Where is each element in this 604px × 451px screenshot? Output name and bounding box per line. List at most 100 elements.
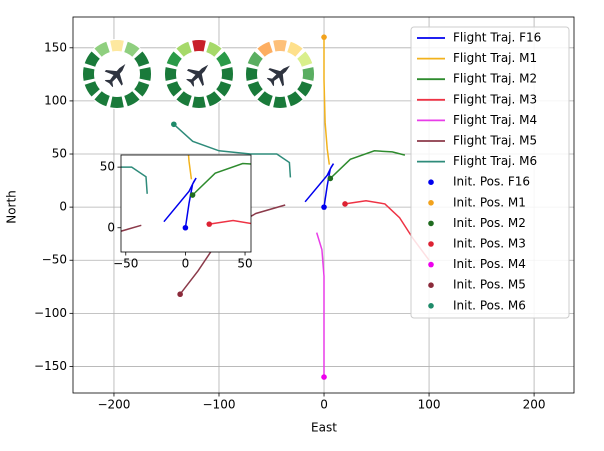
- trajectory-line: [163, 177, 197, 228]
- legend-marker: [428, 220, 434, 227]
- gauge-segment: [176, 91, 192, 107]
- gauge-segment: [273, 40, 287, 52]
- x-tick-label: 0: [320, 398, 328, 412]
- init-position: [206, 221, 213, 227]
- legend-label: Init. Pos. M5: [453, 278, 526, 292]
- gauge-segment: [165, 67, 177, 81]
- axes-frame: [72, 16, 575, 394]
- y-tick-label: 0: [59, 200, 67, 214]
- trajectory-line: [315, 232, 325, 378]
- gauge-segment: [124, 91, 140, 107]
- gauge-segment: [246, 67, 258, 81]
- y-tick-label: 100: [44, 93, 67, 107]
- y-tick-label: −50: [42, 253, 67, 267]
- x-tick-label: −50: [113, 257, 138, 271]
- init-position: [321, 34, 327, 40]
- gauge-segment: [192, 39, 206, 52]
- gauge-segment: [273, 96, 287, 108]
- gauge-segment: [216, 51, 232, 67]
- legend-label: Init. Pos. M6: [453, 298, 526, 312]
- legend-marker: [428, 179, 434, 185]
- legend-marker: [428, 261, 434, 268]
- legend-label: Flight Traj. M6: [453, 154, 537, 168]
- legend-label: Flight Traj. M3: [453, 92, 537, 106]
- y-tick-label: 50: [100, 160, 115, 174]
- gauge-segment: [166, 81, 182, 97]
- init-position: [182, 224, 189, 231]
- init-position: [189, 192, 196, 198]
- gauge-segment: [287, 41, 303, 57]
- x-tick-label: −100: [203, 398, 236, 412]
- gauge-segment: [257, 91, 273, 107]
- trajectory-line: [323, 37, 331, 165]
- init-position: [171, 121, 177, 128]
- y-tick-label: 0: [107, 220, 115, 234]
- trajectory-line: [304, 163, 335, 208]
- plot-area: [121, 155, 251, 252]
- y-axis-label: North: [5, 190, 19, 224]
- legend-label: Init. Pos. F16: [453, 175, 530, 189]
- init-position: [177, 291, 183, 298]
- gauge-segment: [166, 51, 182, 67]
- trajectory-line: [187, 155, 193, 180]
- trajectory-line: [173, 123, 292, 178]
- gauge-segment: [110, 96, 124, 108]
- legend-label: Init. Pos. M1: [453, 195, 526, 209]
- trajectory-line: [192, 162, 251, 196]
- gauge-segment: [297, 51, 313, 67]
- x-axis-label: East: [311, 421, 337, 435]
- init-position: [183, 419, 189, 425]
- axes-frame: [120, 154, 252, 253]
- legend-marker: [428, 241, 434, 247]
- gauge-segment: [297, 81, 313, 97]
- trajectory-line: [329, 150, 406, 179]
- x-tick-label: 100: [418, 398, 441, 412]
- x-tick-label: 50: [237, 257, 252, 271]
- gauge-segment: [134, 51, 150, 67]
- gauge-segment: [287, 91, 303, 107]
- init-position: [12, 130, 18, 136]
- trajectory-line: [121, 166, 148, 194]
- gauge-segment: [94, 41, 110, 57]
- legend-label: Flight Traj. M5: [453, 134, 537, 148]
- legend-label: Flight Traj. M1: [453, 51, 537, 65]
- legend-marker: [428, 303, 434, 309]
- gauge-segment: [94, 91, 110, 107]
- trajectory-line: [209, 219, 251, 225]
- gauge-segment: [216, 81, 232, 97]
- gauge-segment: [206, 41, 222, 57]
- gauge-segment: [206, 91, 222, 107]
- y-tick-label: 150: [44, 40, 67, 54]
- gauge-segment: [176, 41, 192, 57]
- init-position: [321, 204, 327, 210]
- init-position: [19, 324, 25, 330]
- y-tick-label: 50: [52, 147, 67, 161]
- gauge-segment: [247, 51, 263, 67]
- plot-layer: [12, 130, 251, 425]
- x-tick-label: 0: [182, 257, 190, 271]
- gauge-segment: [302, 67, 314, 81]
- init-position: [327, 175, 334, 182]
- legend-label: Init. Pos. M2: [453, 216, 526, 230]
- gauge-segment: [221, 67, 234, 81]
- legend-label: Flight Traj. M2: [453, 72, 537, 86]
- init-position: [342, 201, 348, 207]
- gauge-segment: [134, 81, 150, 97]
- x-tick-label: −200: [97, 398, 130, 412]
- legend-label: Flight Traj. M4: [453, 113, 537, 127]
- gauge-segment: [110, 40, 124, 52]
- gauge-segment: [192, 96, 206, 108]
- gauge-segment: [257, 41, 273, 57]
- legend-label: Init. Pos. M4: [453, 257, 526, 271]
- gauge-segment: [84, 51, 100, 67]
- gauge-segment: [247, 81, 263, 97]
- legend-box: [410, 26, 570, 319]
- legend-marker: [428, 282, 434, 289]
- x-tick-label: 200: [523, 398, 546, 412]
- jet-icon: [266, 65, 290, 87]
- legend-label: Init. Pos. M3: [453, 237, 526, 251]
- gauge-segment: [83, 67, 95, 81]
- y-tick-label: −100: [34, 306, 67, 320]
- init-position: [321, 374, 327, 380]
